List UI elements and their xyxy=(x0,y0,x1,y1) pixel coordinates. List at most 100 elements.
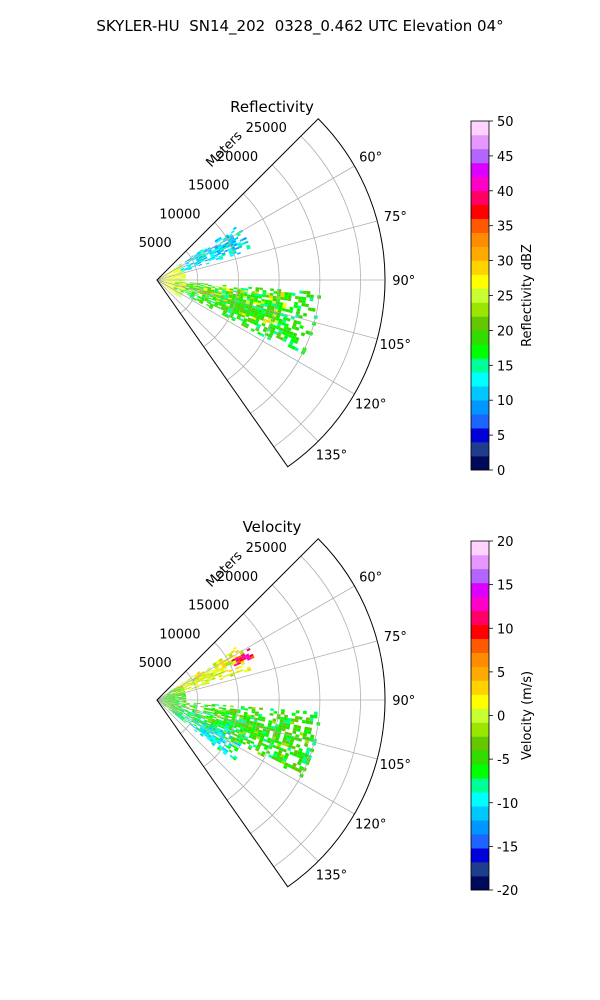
echo-cell xyxy=(196,672,201,675)
echo-cell xyxy=(243,715,248,719)
echo-cell xyxy=(164,701,168,703)
echo-cell xyxy=(282,328,287,333)
echo-cell xyxy=(213,725,217,729)
echo-cell xyxy=(288,341,294,346)
echo-cell xyxy=(182,698,187,700)
echo-cell xyxy=(243,291,248,295)
echo-cell xyxy=(178,701,183,702)
echo-cell xyxy=(177,270,182,273)
echo-cell xyxy=(174,275,179,277)
echo-cell xyxy=(177,288,181,291)
echo-cell xyxy=(236,743,241,747)
echo-cell xyxy=(220,306,225,310)
echo-cell xyxy=(173,707,177,710)
echo-cell xyxy=(182,696,187,698)
echo-cell xyxy=(275,314,281,319)
echo-cell xyxy=(300,332,306,337)
echo-cell xyxy=(160,276,164,279)
echo-cell xyxy=(164,698,168,699)
echo-cell xyxy=(255,287,260,290)
echo-cell xyxy=(174,285,178,288)
echo-cell xyxy=(229,288,234,291)
echo-cell xyxy=(215,240,220,244)
echo-cell xyxy=(205,296,210,299)
echo-cell xyxy=(210,675,215,678)
echo-cell xyxy=(200,671,205,674)
echo-cell xyxy=(160,281,164,283)
colorbar-swatch xyxy=(471,750,489,765)
echo-cell xyxy=(167,694,171,697)
echo-cell xyxy=(305,750,310,755)
echo-cell xyxy=(177,287,182,289)
echo-cell xyxy=(231,298,236,301)
echo-cell xyxy=(283,325,289,330)
echo-cell xyxy=(201,724,206,727)
echo-cell xyxy=(270,329,275,334)
echo-cell xyxy=(163,275,167,277)
echo-cell xyxy=(275,734,281,739)
echo-cell xyxy=(180,289,185,292)
echo-cell xyxy=(221,290,226,293)
echo-cell xyxy=(208,727,212,731)
echo-cell xyxy=(189,285,194,288)
echo-cell xyxy=(282,748,287,753)
echo-cell xyxy=(204,298,209,301)
echo-cell xyxy=(171,710,176,713)
echo-cell xyxy=(235,308,240,312)
echo-cell xyxy=(218,731,223,735)
echo-cell xyxy=(219,737,224,741)
echo-cell xyxy=(178,697,183,698)
echo-cell xyxy=(175,291,179,294)
echo-cell xyxy=(218,738,223,742)
echo-cell xyxy=(179,291,184,294)
echo-cell xyxy=(166,693,171,696)
echo-cell xyxy=(180,289,185,292)
echo-cell xyxy=(163,703,167,707)
echo-cell xyxy=(165,286,169,290)
echo-cell xyxy=(176,687,180,690)
chart-title: Reflectivity xyxy=(230,98,314,116)
echo-cell xyxy=(286,720,291,725)
echo-cell xyxy=(172,268,176,271)
echo-cell xyxy=(230,301,235,305)
echo-cell xyxy=(279,327,284,332)
colorbar-swatch xyxy=(471,582,489,598)
echo-cell xyxy=(197,715,202,718)
echo-cell xyxy=(178,694,183,697)
echo-cell xyxy=(204,671,209,675)
echo-cell xyxy=(164,697,168,699)
echo-cell xyxy=(232,646,237,651)
echo-cell xyxy=(202,683,206,686)
echo-cell xyxy=(302,732,308,737)
echo-cell xyxy=(196,718,201,721)
echo-cell xyxy=(212,298,217,302)
echo-cell xyxy=(197,283,201,286)
echo-cell xyxy=(193,705,197,708)
echo-cell xyxy=(179,711,184,714)
echo-cell xyxy=(233,290,237,293)
echo-cell xyxy=(216,718,220,722)
echo-cell xyxy=(183,712,187,715)
echo-cell xyxy=(264,744,269,749)
echo-cell xyxy=(171,696,175,698)
echo-cell xyxy=(204,283,209,285)
echo-cell xyxy=(203,248,207,252)
azimuth-tick-label: 120° xyxy=(355,397,386,412)
echo-cell xyxy=(215,719,220,723)
echo-cell xyxy=(175,697,179,698)
echo-cell xyxy=(171,695,175,697)
echo-cell xyxy=(184,289,189,292)
echo-cell xyxy=(208,258,213,262)
echo-cell xyxy=(280,291,285,295)
echo-cell xyxy=(251,727,256,731)
echo-cell xyxy=(243,669,248,673)
echo-cell xyxy=(237,741,242,746)
echo-cell xyxy=(289,751,294,756)
echo-cell xyxy=(178,275,183,278)
echo-cell xyxy=(186,264,191,267)
colorbar-tick-label: 30 xyxy=(497,255,514,270)
echo-cell xyxy=(223,298,228,301)
echo-cell xyxy=(224,660,229,664)
echo-cell xyxy=(271,303,276,307)
